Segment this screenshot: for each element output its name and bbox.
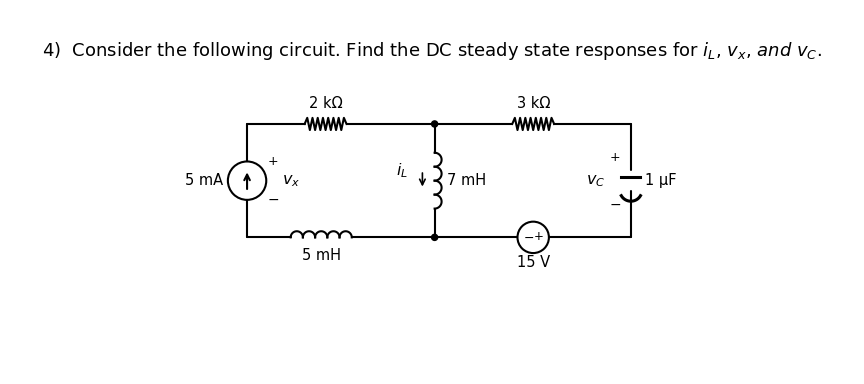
Text: 15 V: 15 V [517, 255, 550, 270]
Text: 2 kΩ: 2 kΩ [308, 96, 342, 111]
Circle shape [431, 234, 438, 240]
Text: −: − [609, 198, 621, 212]
Text: −: − [268, 193, 279, 207]
Text: +: + [268, 155, 278, 168]
Text: 4)  Consider the following circuit. Find the DC steady state responses for $i_L$: 4) Consider the following circuit. Find … [42, 40, 822, 61]
Text: 1 μF: 1 μF [645, 173, 677, 188]
Text: 5 mA: 5 mA [185, 173, 223, 188]
Text: 3 kΩ: 3 kΩ [517, 96, 550, 111]
Text: $v_x$: $v_x$ [282, 173, 300, 189]
Text: 5 mH: 5 mH [302, 248, 340, 263]
Text: +: + [533, 230, 543, 243]
Text: −: − [524, 232, 534, 245]
Text: $i_L$: $i_L$ [397, 161, 409, 180]
Text: $v_C$: $v_C$ [586, 173, 605, 189]
Text: 7 mH: 7 mH [447, 173, 486, 188]
Circle shape [431, 121, 438, 127]
Text: +: + [610, 151, 620, 164]
